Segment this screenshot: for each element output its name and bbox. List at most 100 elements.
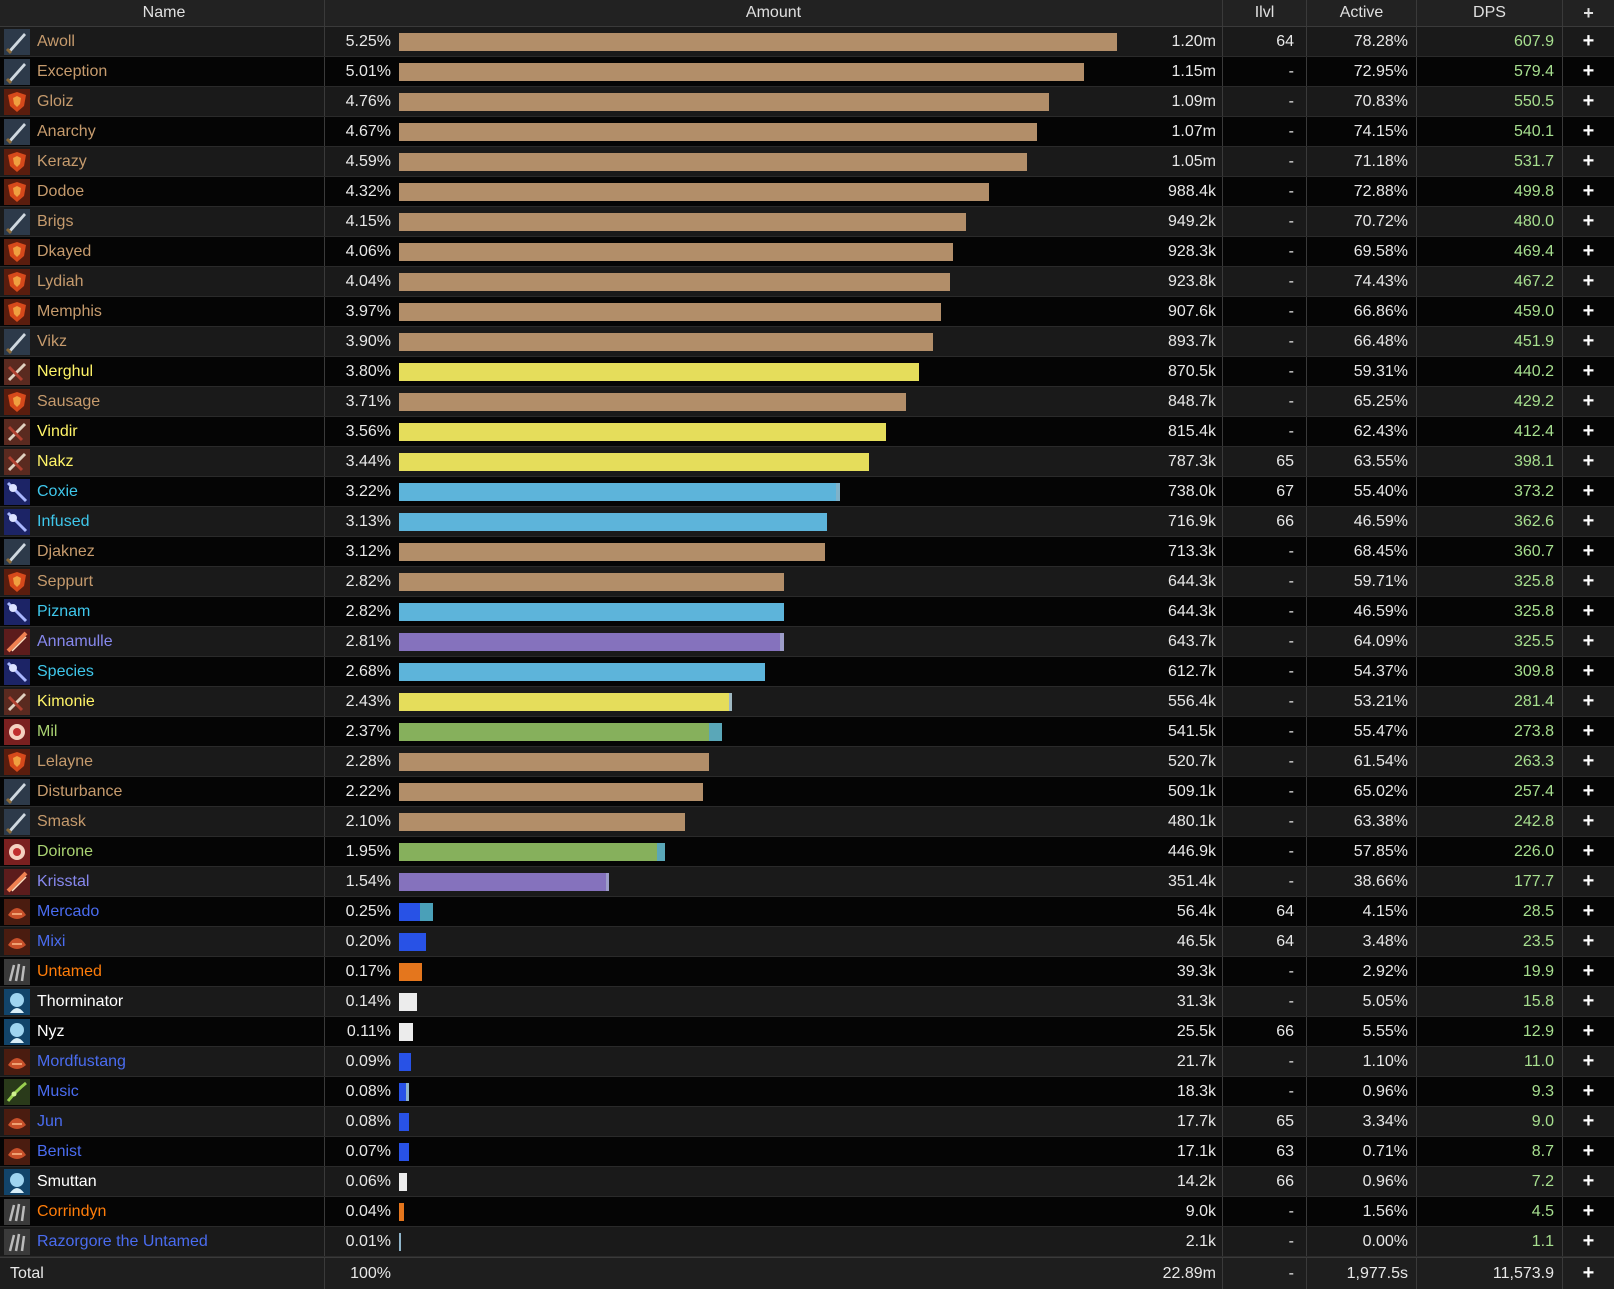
expand-row-button[interactable]: +: [1582, 990, 1595, 1012]
expand-row-button[interactable]: +: [1582, 810, 1595, 832]
table-row[interactable]: Krisstal 1.54% 351.4k -38.66% 177.7 +: [0, 867, 1614, 897]
player-name-cell[interactable]: Benist: [0, 1137, 325, 1166]
col-header-amount[interactable]: Amount: [325, 0, 1223, 26]
table-row[interactable]: Coxie 3.22% 738.0k 67 55.40% 373.2 +: [0, 477, 1614, 507]
player-name[interactable]: Nerghul: [37, 362, 94, 380]
player-name-cell[interactable]: Dodoe: [0, 177, 325, 206]
expand-row-button[interactable]: +: [1582, 870, 1595, 892]
player-name-cell[interactable]: Piznam: [0, 597, 325, 626]
expand-row-button[interactable]: +: [1582, 960, 1595, 982]
player-name[interactable]: Vikz: [37, 332, 67, 350]
player-name[interactable]: Anarchy: [37, 122, 96, 140]
expand-row-button[interactable]: +: [1582, 1050, 1595, 1072]
player-name[interactable]: Music: [37, 1082, 79, 1100]
expand-row-button[interactable]: +: [1582, 1080, 1595, 1102]
table-row[interactable]: Gloiz 4.76% 1.09m -70.83% 550.5 +: [0, 87, 1614, 117]
table-row[interactable]: Anarchy 4.67% 1.07m -74.15% 540.1 +: [0, 117, 1614, 147]
table-row[interactable]: Music 0.08% 18.3k -0.96% 9.3 +: [0, 1077, 1614, 1107]
player-name-cell[interactable]: Disturbance: [0, 777, 325, 806]
player-name[interactable]: Razorgore the Untamed: [37, 1232, 208, 1250]
table-row[interactable]: Kerazy 4.59% 1.05m -71.18% 531.7 +: [0, 147, 1614, 177]
player-name-cell[interactable]: Smask: [0, 807, 325, 836]
player-name-cell[interactable]: Infused: [0, 507, 325, 536]
player-name-cell[interactable]: Nyz: [0, 1017, 325, 1046]
expand-row-button[interactable]: +: [1582, 420, 1595, 442]
player-name-cell[interactable]: Species: [0, 657, 325, 686]
table-row[interactable]: Untamed 0.17% 39.3k -2.92% 19.9 +: [0, 957, 1614, 987]
player-name-cell[interactable]: Mordfustang: [0, 1047, 325, 1076]
player-name[interactable]: Dodoe: [37, 182, 85, 200]
player-name-cell[interactable]: Awoll: [0, 27, 325, 56]
player-name[interactable]: Thorminator: [37, 992, 124, 1010]
table-row[interactable]: Nakz 3.44% 787.3k 65 63.55% 398.1 +: [0, 447, 1614, 477]
player-name[interactable]: Coxie: [37, 482, 78, 500]
expand-row-button[interactable]: +: [1582, 1020, 1595, 1042]
table-row[interactable]: Mixi 0.20% 46.5k 64 3.48% 23.5 +: [0, 927, 1614, 957]
player-name-cell[interactable]: Memphis: [0, 297, 325, 326]
player-name[interactable]: Lelayne: [37, 752, 94, 770]
expand-row-button[interactable]: +: [1582, 570, 1595, 592]
player-name[interactable]: Dkayed: [37, 242, 92, 260]
player-name[interactable]: Disturbance: [37, 782, 123, 800]
table-row[interactable]: Awoll 5.25% 1.20m 64 78.28% 607.9 +: [0, 27, 1614, 57]
expand-row-button[interactable]: +: [1582, 150, 1595, 172]
player-name[interactable]: Gloiz: [37, 92, 74, 110]
player-name[interactable]: Sausage: [37, 392, 101, 410]
player-name-cell[interactable]: Thorminator: [0, 987, 325, 1016]
table-row[interactable]: Doirone 1.95% 446.9k -57.85% 226.0 +: [0, 837, 1614, 867]
player-name[interactable]: Exception: [37, 62, 108, 80]
col-header-active[interactable]: Active: [1307, 0, 1417, 26]
player-name[interactable]: Lydiah: [37, 272, 84, 290]
player-name-cell[interactable]: Kimonie: [0, 687, 325, 716]
table-row[interactable]: Annamulle 2.81% 643.7k -64.09% 325.5 +: [0, 627, 1614, 657]
player-name[interactable]: Vindir: [37, 422, 78, 440]
table-row[interactable]: Mordfustang 0.09% 21.7k -1.10% 11.0 +: [0, 1047, 1614, 1077]
expand-row-button[interactable]: +: [1582, 300, 1595, 322]
expand-row-button[interactable]: +: [1582, 1140, 1595, 1162]
player-name-cell[interactable]: Sausage: [0, 387, 325, 416]
expand-row-button[interactable]: +: [1582, 360, 1595, 382]
expand-row-button[interactable]: +: [1582, 390, 1595, 412]
player-name[interactable]: Smuttan: [37, 1172, 97, 1190]
add-column-button[interactable]: +: [1583, 2, 1594, 23]
player-name-cell[interactable]: Annamulle: [0, 627, 325, 656]
expand-row-button[interactable]: +: [1582, 720, 1595, 742]
table-row[interactable]: Species 2.68% 612.7k -54.37% 309.8 +: [0, 657, 1614, 687]
expand-row-button[interactable]: +: [1582, 60, 1595, 82]
player-name-cell[interactable]: Lydiah: [0, 267, 325, 296]
table-row[interactable]: Mil 2.37% 541.5k -55.47% 273.8 +: [0, 717, 1614, 747]
expand-row-button[interactable]: +: [1582, 240, 1595, 262]
player-name[interactable]: Mordfustang: [37, 1052, 126, 1070]
table-row[interactable]: Brigs 4.15% 949.2k -70.72% 480.0 +: [0, 207, 1614, 237]
table-row[interactable]: Vindir 3.56% 815.4k -62.43% 412.4 +: [0, 417, 1614, 447]
player-name[interactable]: Kimonie: [37, 692, 95, 710]
table-row[interactable]: Kimonie 2.43% 556.4k -53.21% 281.4 +: [0, 687, 1614, 717]
expand-row-button[interactable]: +: [1582, 90, 1595, 112]
player-name-cell[interactable]: Vindir: [0, 417, 325, 446]
expand-row-button[interactable]: +: [1582, 510, 1595, 532]
table-row[interactable]: Lelayne 2.28% 520.7k -61.54% 263.3 +: [0, 747, 1614, 777]
expand-row-button[interactable]: +: [1582, 1230, 1595, 1252]
player-name[interactable]: Brigs: [37, 212, 74, 230]
player-name-cell[interactable]: Doirone: [0, 837, 325, 866]
player-name-cell[interactable]: Nakz: [0, 447, 325, 476]
table-row[interactable]: Thorminator 0.14% 31.3k -5.05% 15.8 +: [0, 987, 1614, 1017]
expand-row-button[interactable]: +: [1582, 480, 1595, 502]
player-name[interactable]: Doirone: [37, 842, 94, 860]
player-name-cell[interactable]: Djaknez: [0, 537, 325, 566]
player-name[interactable]: Kerazy: [37, 152, 87, 170]
player-name-cell[interactable]: Anarchy: [0, 117, 325, 146]
expand-row-button[interactable]: +: [1582, 180, 1595, 202]
player-name-cell[interactable]: Mil: [0, 717, 325, 746]
player-name[interactable]: Krisstal: [37, 872, 90, 890]
player-name[interactable]: Jun: [37, 1112, 63, 1130]
player-name-cell[interactable]: Vikz: [0, 327, 325, 356]
table-row[interactable]: Dkayed 4.06% 928.3k -69.58% 469.4 +: [0, 237, 1614, 267]
table-row[interactable]: Disturbance 2.22% 509.1k -65.02% 257.4 +: [0, 777, 1614, 807]
player-name[interactable]: Corrindyn: [37, 1202, 107, 1220]
table-row[interactable]: Corrindyn 0.04% 9.0k -1.56% 4.5 +: [0, 1197, 1614, 1227]
expand-row-button[interactable]: +: [1582, 780, 1595, 802]
player-name-cell[interactable]: Jun: [0, 1107, 325, 1136]
table-row[interactable]: Benist 0.07% 17.1k 63 0.71% 8.7 +: [0, 1137, 1614, 1167]
expand-row-button[interactable]: +: [1582, 1110, 1595, 1132]
